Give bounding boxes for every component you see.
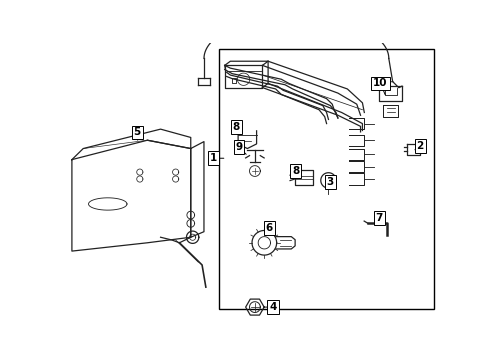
Text: 10: 10 <box>373 78 388 89</box>
Text: 7: 7 <box>376 213 383 223</box>
Text: 3: 3 <box>327 177 334 187</box>
Text: 1: 1 <box>210 153 217 163</box>
Text: 9: 9 <box>236 142 243 152</box>
Text: 6: 6 <box>266 223 273 233</box>
Text: 8: 8 <box>292 166 299 176</box>
Bar <box>219 49 434 309</box>
Text: 2: 2 <box>416 141 424 151</box>
Text: 4: 4 <box>270 302 277 312</box>
Text: 5: 5 <box>134 127 141 138</box>
Text: 8: 8 <box>232 122 240 132</box>
